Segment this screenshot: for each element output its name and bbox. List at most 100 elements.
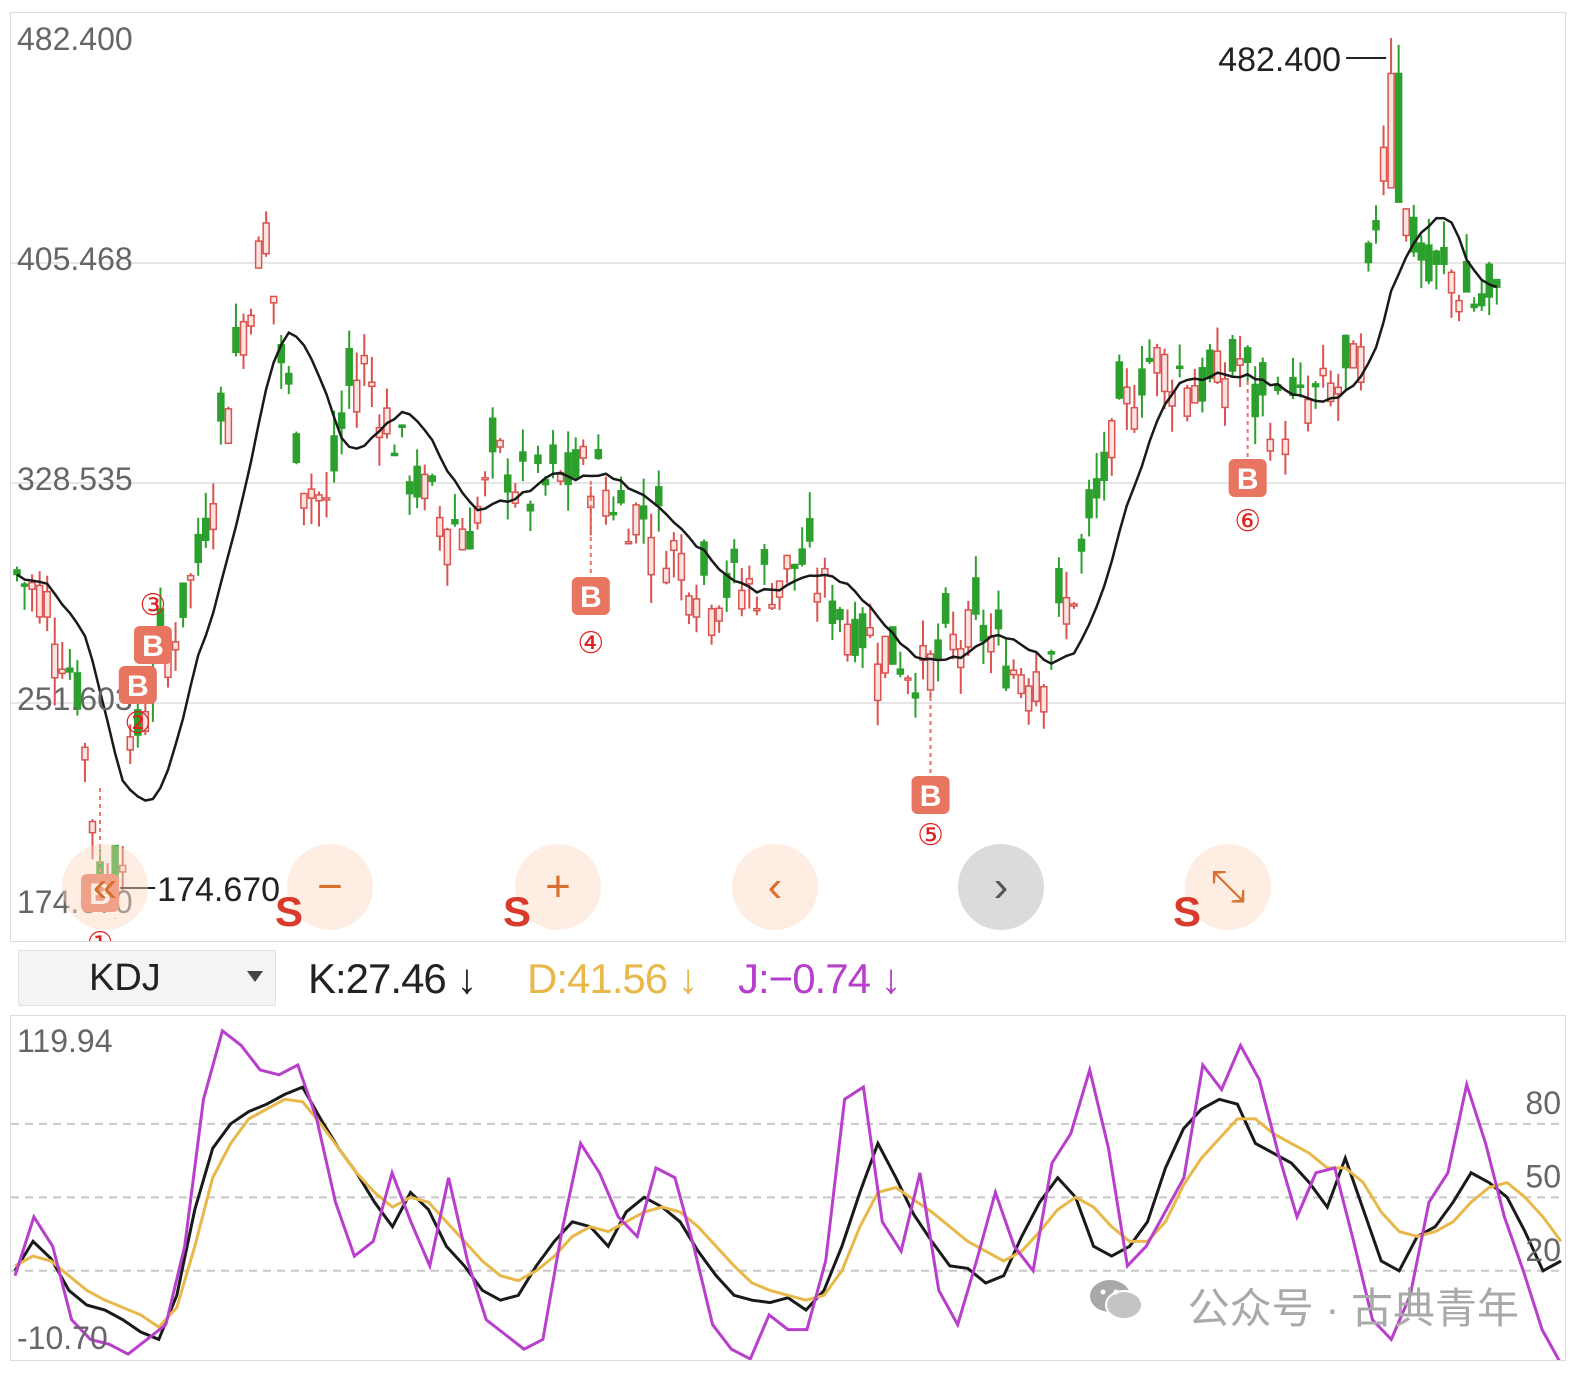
candle-body [43, 590, 51, 618]
candle-body [1055, 568, 1063, 604]
candle-body [1198, 367, 1207, 402]
chevron-down-icon[interactable] [247, 971, 263, 982]
j-value: J:−0.74 ↓ [738, 955, 902, 1002]
buy-marker[interactable]: B② [118, 666, 157, 740]
candle [1296, 362, 1305, 398]
candle-body [1402, 208, 1410, 237]
candle [1455, 294, 1463, 322]
candle [821, 557, 829, 598]
candle-body [1417, 242, 1426, 261]
buy-marker[interactable]: B④ [571, 481, 610, 660]
candle-body [186, 574, 195, 581]
candle [911, 672, 920, 718]
candle [760, 544, 769, 585]
marker-letter: B [127, 670, 149, 703]
chevron-left-button[interactable]: ‹ [732, 844, 818, 930]
candle-body [1364, 242, 1373, 264]
candle [1024, 678, 1033, 725]
candle-body [473, 505, 482, 524]
candle [51, 617, 59, 706]
candle-body [1130, 406, 1139, 430]
expand-button[interactable]: ⤡ [1185, 844, 1271, 930]
candle [262, 211, 270, 257]
candle-body [1047, 651, 1056, 655]
candle-body [738, 589, 746, 610]
candle [1470, 297, 1478, 312]
buy-marker[interactable]: B③ [133, 589, 172, 664]
candle [247, 308, 255, 335]
candle [632, 502, 640, 544]
candle [1326, 370, 1335, 407]
candle [587, 486, 595, 536]
candle-body [934, 639, 942, 661]
double-chevron-left-button[interactable]: « [62, 844, 148, 930]
candle [1017, 667, 1025, 699]
plus-button[interactable]: + [515, 844, 601, 930]
candle-body [1470, 303, 1478, 309]
candle [254, 236, 263, 269]
chevron-right-button[interactable]: › [958, 844, 1044, 930]
candle [549, 430, 557, 479]
candle-body [813, 592, 822, 603]
candle [88, 819, 97, 860]
marker-box [911, 776, 950, 814]
candle-body [322, 497, 331, 501]
candle-body [753, 607, 761, 612]
candle-body [28, 581, 36, 590]
kdj-axis-labels: 119.94 -10.70 80 50 20 [17, 1023, 1561, 1356]
candle [1447, 269, 1456, 318]
low-label: 174.670 [157, 871, 280, 909]
candle [1213, 327, 1222, 385]
candle-body [632, 504, 640, 536]
candle-body [1062, 596, 1071, 625]
candle-body [330, 435, 338, 472]
kdj-chart-panel[interactable]: 119.94 -10.70 80 50 20 [10, 1015, 1566, 1365]
candle [1130, 384, 1139, 433]
candle [1123, 368, 1131, 430]
candle-body [972, 577, 980, 615]
candle-body [1002, 665, 1010, 689]
candle [919, 620, 927, 680]
candle-body [1349, 343, 1358, 369]
candle [66, 648, 74, 680]
candle [1379, 125, 1388, 196]
candle [1062, 571, 1071, 640]
buy-marker[interactable]: B⑥ [1228, 381, 1267, 538]
candle-body [806, 518, 814, 542]
candle [345, 330, 353, 409]
candle-body [1243, 347, 1252, 364]
candle [481, 471, 489, 497]
buy-markers[interactable]: B①B②B③B④B⑤B⑥ [81, 381, 1267, 960]
candle-body [858, 613, 867, 649]
candle [428, 473, 436, 486]
candle [1304, 375, 1312, 432]
candle [647, 513, 655, 604]
candle [1070, 602, 1078, 609]
candle [1493, 278, 1501, 305]
candle-body [768, 603, 776, 609]
candle [1319, 344, 1327, 388]
candle [881, 635, 889, 679]
candle [1477, 279, 1486, 311]
candle [35, 571, 44, 624]
candle [1032, 652, 1040, 707]
candle-body [88, 820, 97, 834]
candle [685, 592, 693, 625]
minus-button[interactable]: − [287, 844, 373, 930]
candle-body [217, 392, 225, 422]
candle-body [1493, 278, 1501, 288]
candle-body [35, 584, 44, 618]
plus-icon: + [545, 862, 571, 911]
candle-body [420, 473, 429, 500]
buy-marker[interactable]: B⑤ [911, 689, 950, 852]
candle [473, 496, 482, 530]
marker-letter: B [920, 780, 942, 813]
candle-body [247, 314, 255, 327]
indicator-select[interactable]: KDJ [18, 950, 276, 1006]
candle-body [1153, 346, 1161, 374]
candle [292, 431, 301, 465]
candle-body [964, 609, 973, 648]
candle-body [1228, 338, 1237, 372]
